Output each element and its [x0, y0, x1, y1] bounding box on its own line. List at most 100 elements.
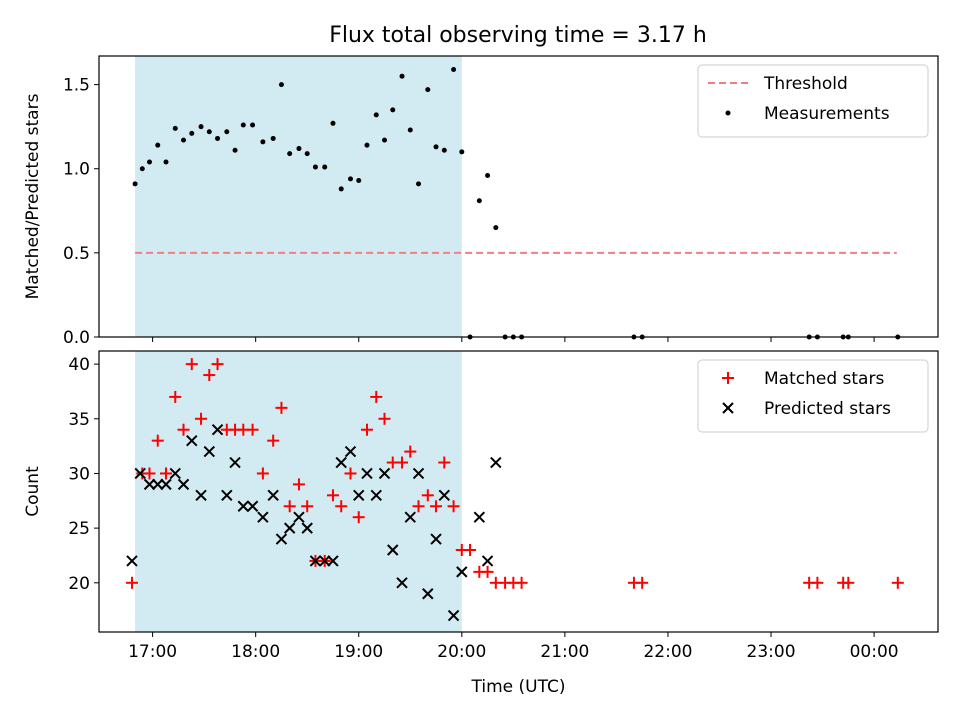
data-point — [206, 129, 212, 135]
data-point — [456, 566, 468, 578]
data-point — [159, 467, 172, 480]
data-point — [396, 577, 408, 589]
data-point — [370, 390, 383, 403]
data-point — [891, 576, 904, 589]
data-point — [177, 478, 190, 491]
data-point — [246, 423, 259, 436]
y-tick-label: 1.5 — [63, 76, 90, 96]
data-point — [416, 181, 422, 187]
data-point — [327, 555, 339, 567]
data-point — [301, 522, 313, 534]
data-point — [257, 511, 269, 523]
legend-label: Threshold — [763, 74, 848, 94]
data-point — [186, 434, 198, 447]
y-axis-label: Count — [23, 466, 43, 517]
data-point — [319, 555, 331, 567]
data-point — [237, 500, 250, 512]
data-point — [134, 467, 146, 480]
data-point — [344, 467, 357, 480]
data-point — [198, 124, 204, 130]
legend-swatch — [722, 402, 734, 414]
observing-span — [135, 351, 462, 632]
data-point — [421, 489, 434, 502]
data-point — [326, 489, 339, 502]
data-point — [330, 120, 336, 126]
data-point — [215, 135, 221, 141]
y-tick-label: 0.0 — [63, 328, 90, 348]
data-point — [370, 489, 382, 502]
x-tick-label: 23:00 — [747, 642, 796, 662]
data-point — [312, 164, 318, 170]
y-tick-label: 0.5 — [63, 244, 90, 264]
data-point — [412, 500, 425, 513]
x-axis-label: Time (UTC) — [471, 677, 566, 697]
data-point — [155, 142, 161, 148]
data-point — [322, 164, 328, 170]
legend: Threshold Measurements — [697, 64, 929, 138]
top-subplot: 0.0 0.5 1.0 1.5 Matched/Predicted stars Thres… — [23, 55, 939, 348]
data-point — [292, 478, 305, 491]
data-point — [287, 151, 293, 157]
data-point — [152, 478, 164, 491]
data-point — [250, 122, 256, 128]
data-point — [267, 434, 280, 447]
data-point — [126, 555, 138, 567]
data-point — [160, 478, 172, 491]
legend-box — [697, 359, 929, 433]
axes-frame — [98, 350, 939, 633]
data-point — [811, 576, 824, 589]
data-point — [364, 142, 370, 148]
y-axis-label: Matched/Predicted stars — [23, 93, 43, 299]
data-point — [309, 555, 322, 567]
data-point — [139, 166, 145, 172]
data-point — [338, 186, 344, 192]
data-point — [438, 456, 451, 469]
data-point — [172, 125, 178, 131]
data-point — [283, 500, 296, 513]
legend-swatch — [725, 110, 731, 116]
data-point — [459, 149, 465, 155]
data-point — [404, 511, 416, 523]
data-point — [275, 533, 288, 545]
data-point — [304, 151, 310, 157]
data-point — [412, 467, 425, 480]
x-tick-label: 19:00 — [334, 642, 383, 662]
data-point — [515, 576, 528, 589]
data-point — [433, 144, 439, 150]
y-tick-label: 1.0 — [63, 160, 90, 180]
data-point — [447, 500, 460, 513]
data-point — [240, 122, 246, 128]
y-tick-label: 35 — [68, 410, 90, 430]
data-point — [301, 500, 314, 513]
data-point — [221, 489, 233, 502]
data-point — [177, 423, 190, 436]
data-point — [360, 423, 373, 436]
data-point — [169, 467, 181, 480]
data-point — [344, 445, 357, 458]
x-tick-label: 22:00 — [643, 642, 692, 662]
data-point — [143, 478, 156, 491]
data-point — [396, 456, 409, 469]
data-point — [373, 112, 379, 118]
data-point — [353, 489, 365, 502]
data-point — [293, 511, 305, 523]
series-predicted-stars — [126, 424, 502, 622]
data-point — [185, 358, 198, 371]
data-point — [195, 489, 207, 502]
data-point — [211, 424, 224, 436]
data-point — [387, 544, 399, 556]
data-point — [451, 66, 457, 72]
data-point — [493, 225, 499, 231]
data-point — [260, 139, 266, 145]
data-point — [169, 390, 182, 403]
x-tick-label: 21:00 — [540, 642, 589, 662]
data-point — [473, 511, 486, 523]
legend-box — [697, 64, 929, 138]
data-point — [347, 176, 353, 182]
data-point — [490, 456, 502, 469]
data-point — [356, 178, 362, 184]
data-point — [246, 500, 259, 512]
x-tick-label: 00:00 — [850, 642, 899, 662]
data-point — [163, 159, 169, 165]
data-point — [270, 135, 276, 141]
